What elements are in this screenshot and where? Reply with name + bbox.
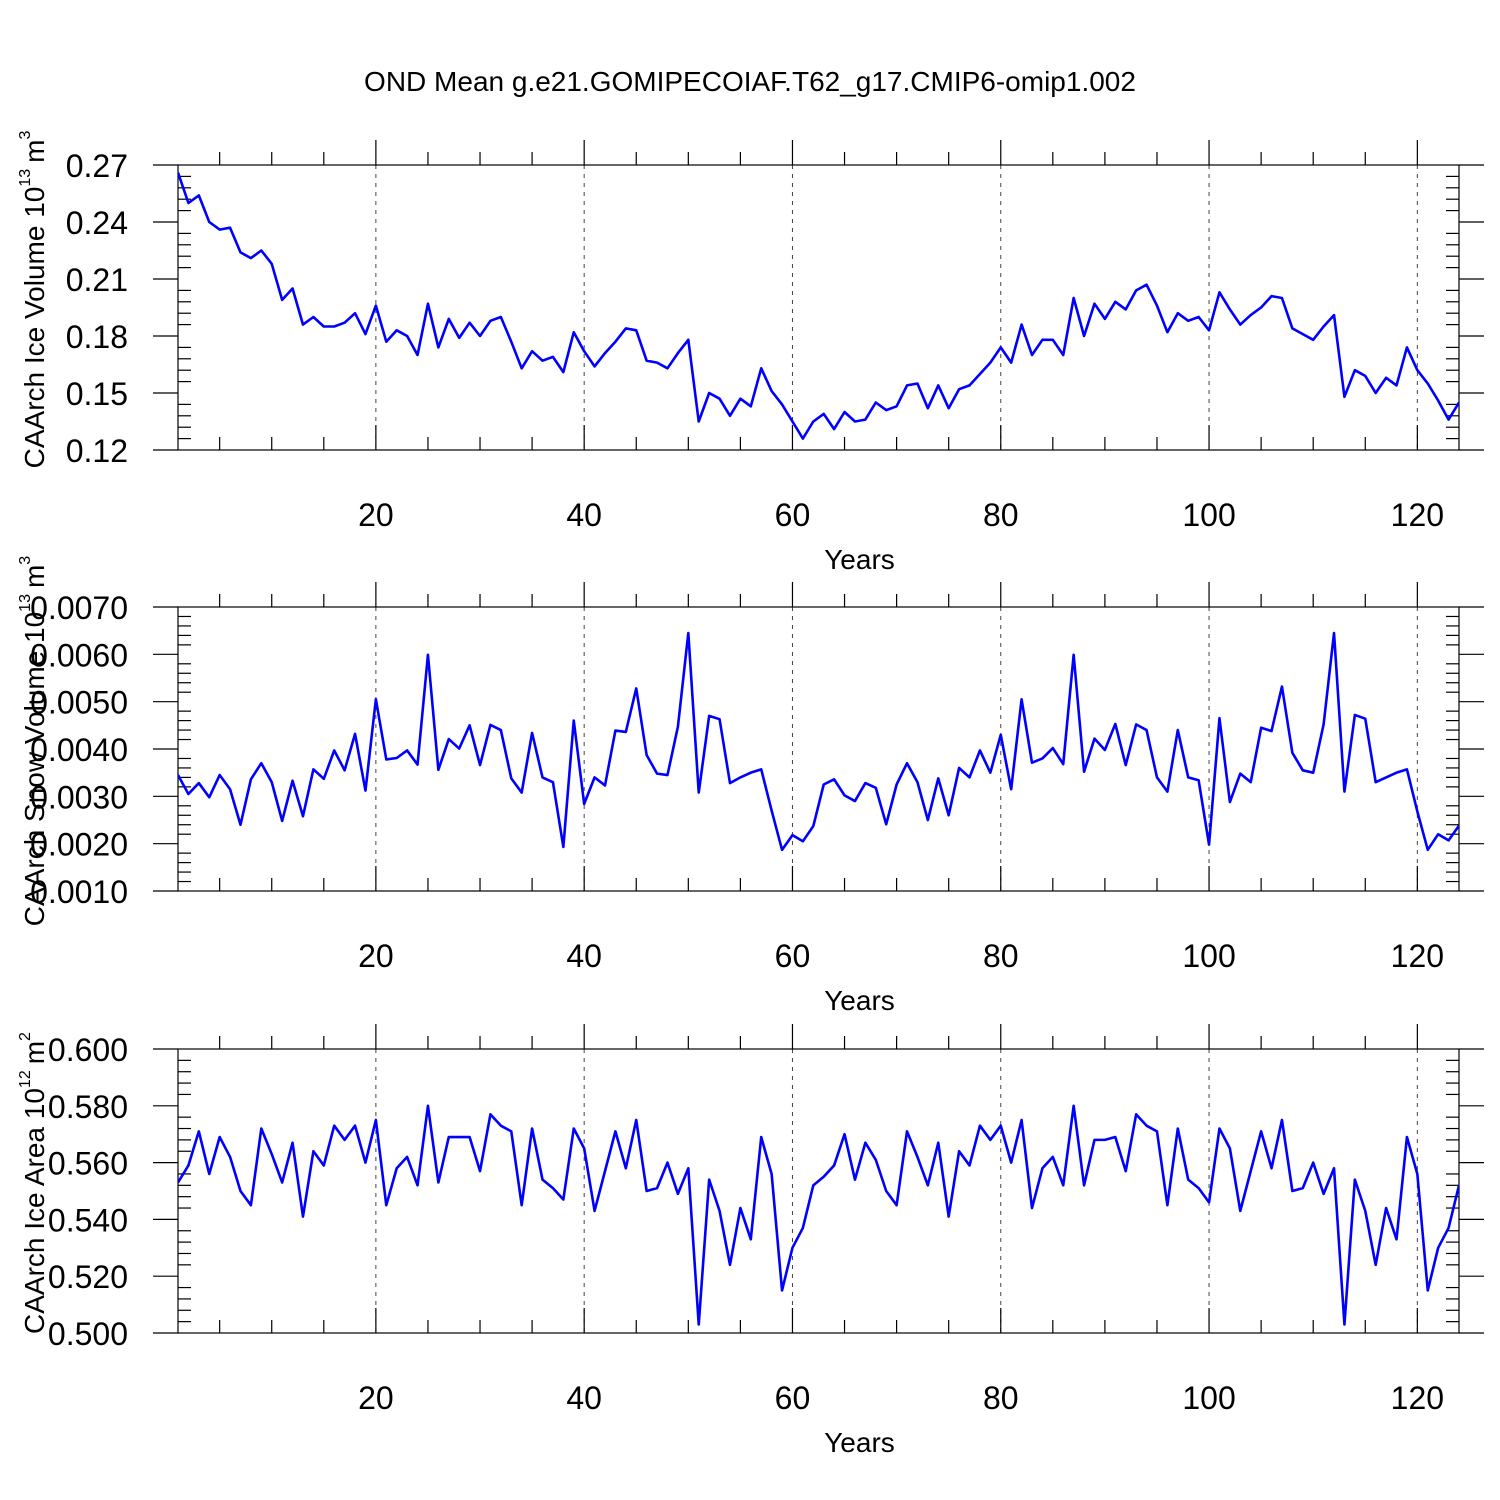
x-tick-label: 40 xyxy=(566,1380,602,1416)
x-tick-label: 80 xyxy=(983,938,1019,974)
x-tick-label: 120 xyxy=(1391,1380,1444,1416)
x-tick-label: 100 xyxy=(1182,497,1235,533)
y-tick-label: 0.24 xyxy=(66,205,128,241)
plot-frame xyxy=(177,1048,1460,1334)
x-tick-label: 20 xyxy=(358,497,394,533)
y-axis-label: CAArch Ice Area 1012m2 xyxy=(17,1032,50,1334)
x-tick-label: 120 xyxy=(1391,938,1444,974)
y-tick-label: 0.500 xyxy=(48,1316,128,1352)
chart-title: OND Mean g.e21.GOMIPECOIAF.T62_g17.CMIP6… xyxy=(364,66,1136,97)
x-tick-label: 80 xyxy=(983,1380,1019,1416)
x-axis-label: Years xyxy=(824,985,895,1016)
series-line xyxy=(178,172,1459,440)
panel-3: 20 40 60 80 100 120 Years 0.500 0.520 0.540 0.560 0… xyxy=(17,1024,1484,1458)
x-axis-label: Years xyxy=(824,544,895,575)
x-tick-label: 20 xyxy=(358,938,394,974)
series-line xyxy=(178,631,1459,852)
y-tick-label: 0.0040 xyxy=(30,732,128,768)
y-tick-label: 0.520 xyxy=(48,1259,128,1295)
panels: 20 40 60 80 100 120 Years 0.12 0.15 0.18 0.21 0.24 0… xyxy=(17,131,1484,1458)
y-tick-label: 0.15 xyxy=(66,376,128,412)
panel-2: 20 40 60 80 100 120 Years 0.0010 0.0020 0.0030 0.0… xyxy=(17,556,1484,1016)
panel-1: 20 40 60 80 100 120 Years 0.12 0.15 0.18 0.21 0.24 0… xyxy=(17,131,1484,575)
y-tick-label: 0.600 xyxy=(48,1032,128,1068)
x-tick-label: 40 xyxy=(566,497,602,533)
y-axis-label: CAArch Snow Volume 1013m3 xyxy=(17,556,50,927)
y-tick-label: 0.540 xyxy=(48,1202,128,1238)
y-tick-label: 0.12 xyxy=(66,433,128,469)
x-tick-label: 80 xyxy=(983,497,1019,533)
y-tick-label: 0.0030 xyxy=(30,779,128,815)
x-tick-label: 100 xyxy=(1182,1380,1235,1416)
y-tick-label: 0.21 xyxy=(66,262,128,298)
x-tick-label: 20 xyxy=(358,1380,394,1416)
x-tick-label: 60 xyxy=(775,938,811,974)
x-tick-label: 60 xyxy=(775,1380,811,1416)
y-tick-label: 0.27 xyxy=(66,148,128,184)
y-tick-label: 0.580 xyxy=(48,1089,128,1125)
x-axis-label: Years xyxy=(824,1427,895,1458)
y-tick-label: 0.0020 xyxy=(30,827,128,863)
y-axis-label: CAArch Ice Volume 1013m3 xyxy=(17,131,50,469)
x-tick-label: 120 xyxy=(1391,497,1444,533)
y-tick-label: 0.0070 xyxy=(30,590,128,626)
plot-frame xyxy=(177,164,1460,451)
x-tick-label: 40 xyxy=(566,938,602,974)
y-tick-label: 0.0060 xyxy=(30,637,128,673)
y-tick-label: 0.0050 xyxy=(30,685,128,721)
x-tick-label: 100 xyxy=(1182,938,1235,974)
x-tick-label: 60 xyxy=(775,497,811,533)
y-tick-label: 0.18 xyxy=(66,319,128,355)
y-tick-label: 0.0010 xyxy=(30,874,128,910)
series-line xyxy=(178,1104,1459,1326)
y-tick-label: 0.560 xyxy=(48,1146,128,1182)
